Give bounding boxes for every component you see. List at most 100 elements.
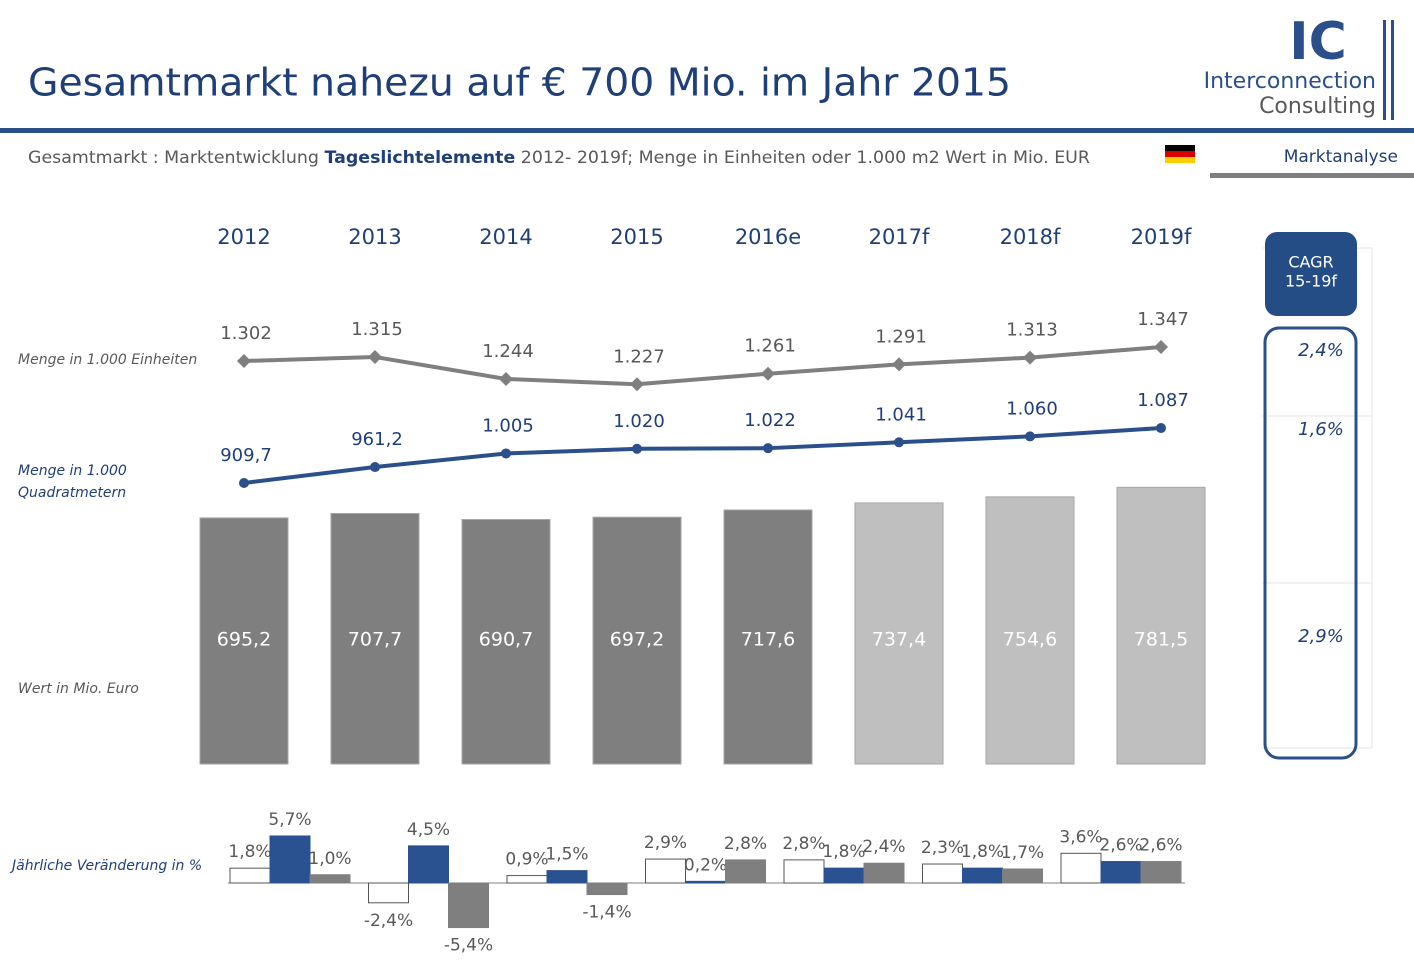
change-bar: [685, 880, 726, 884]
cagr-title: 15-19f: [1285, 272, 1337, 291]
cagr-value: 2,9%: [1298, 626, 1344, 647]
bar-label: 737,4: [872, 629, 926, 651]
year-label: 2012: [217, 225, 270, 249]
series-label: Menge in 1.000 Einheiten: [18, 352, 197, 368]
change-label: -5,4%: [444, 936, 493, 956]
logo-bar: [1383, 20, 1386, 120]
data-label: 961,2: [351, 429, 403, 450]
change-bar: [962, 867, 1003, 884]
change-label: 2,8%: [724, 834, 767, 854]
series-line: [243, 426, 1162, 485]
marker: [630, 377, 644, 392]
bar: [592, 516, 682, 765]
bar-label: 690,7: [479, 629, 533, 651]
data-label: 1.291: [875, 326, 927, 347]
change-label: 2,6%: [1139, 836, 1182, 856]
year-label: 2014: [479, 225, 532, 249]
marker: [761, 366, 775, 381]
subtitle-part: 2012- 2019f; Menge in Einheiten oder 1.0…: [515, 148, 1090, 168]
change-label: 1,8%: [822, 842, 865, 862]
change-label: 3,6%: [1059, 827, 1102, 847]
change-label: 4,5%: [407, 820, 450, 840]
change-label: 2,4%: [862, 837, 905, 857]
slide-title: Gesamtmarkt nahezu auf € 700 Mio. im Jah…: [28, 61, 1011, 105]
bar: [985, 496, 1075, 765]
change-label: 1,5%: [545, 845, 588, 865]
data-label: 1.347: [1137, 309, 1189, 330]
data-label: 1.227: [613, 346, 665, 367]
change-bar: [1002, 868, 1043, 884]
change-label: 0,9%: [505, 850, 548, 870]
marker: [892, 357, 906, 372]
change-bar: [408, 845, 449, 884]
bar: [854, 502, 944, 765]
year-label: 2015: [610, 225, 663, 249]
change-bar: [269, 835, 311, 884]
bar: [723, 509, 813, 765]
logo-text: Interconnection: [1204, 69, 1376, 94]
series-label: Wert in Mio. Euro: [18, 681, 139, 697]
data-label: 1.087: [1137, 390, 1189, 411]
flag-stripe: [1165, 157, 1195, 163]
marker: [894, 437, 904, 448]
data-label: 1.041: [875, 404, 927, 425]
year-label: 2017f: [869, 225, 930, 249]
bar: [199, 517, 289, 765]
logo-text: Consulting: [1259, 94, 1376, 119]
flag-stripe: [1165, 145, 1195, 151]
cagr-value: 2,4%: [1298, 340, 1344, 361]
marker: [763, 443, 773, 454]
change-label: 2,3%: [921, 838, 964, 858]
series-line: [243, 345, 1162, 387]
year-label: 2013: [348, 225, 401, 249]
cagr-title: CAGR: [1288, 253, 1333, 272]
change-bar: [368, 882, 409, 904]
change-bar: [1140, 861, 1182, 884]
data-label: 909,7: [220, 445, 272, 466]
change-bar: [586, 882, 628, 896]
change-label: 5,7%: [268, 810, 311, 830]
bar-label: 781,5: [1134, 629, 1188, 651]
marker: [239, 478, 249, 488]
marker: [368, 349, 382, 364]
section-rule: [1210, 173, 1414, 178]
marker: [370, 462, 380, 473]
data-label: 1.020: [613, 411, 665, 432]
subtitle-part: Gesamtmarkt : Marktentwicklung: [28, 148, 325, 168]
change-label: -2,4%: [364, 911, 413, 931]
logo-mark: IC: [1289, 12, 1347, 72]
bar: [461, 518, 551, 765]
cagr-value: 1,6%: [1298, 419, 1344, 440]
change-label: 1,7%: [1001, 843, 1044, 863]
flag-stripe: [1165, 151, 1195, 157]
bar-label: 697,2: [610, 629, 664, 651]
cagr-box: [1263, 326, 1358, 760]
marker: [1025, 431, 1035, 442]
bar-label: 717,6: [741, 629, 795, 651]
data-label: 1.302: [220, 323, 272, 344]
change-bar: [309, 874, 351, 884]
marker: [1154, 340, 1168, 355]
data-label: 1.313: [1006, 320, 1058, 341]
change-label: 1,8%: [961, 842, 1004, 862]
change-bar: [229, 867, 271, 884]
section-label: Marktanalyse: [1284, 147, 1398, 167]
change-bar: [783, 859, 825, 884]
change-label: 1,0%: [308, 849, 351, 869]
bar-label: 695,2: [217, 629, 271, 651]
data-label: 1.060: [1006, 398, 1058, 419]
marker: [1023, 350, 1037, 365]
marker: [499, 371, 513, 386]
series-label-line: Quadratmetern: [18, 485, 126, 501]
marker: [237, 354, 251, 368]
bar-label: 707,7: [348, 629, 402, 651]
marker: [632, 443, 642, 454]
change-bar: [546, 870, 588, 884]
change-label: 2,9%: [644, 833, 687, 853]
subtitle-highlight: Tageslichtelemente: [325, 148, 516, 168]
change-bar: [1060, 852, 1102, 884]
data-label: 1.005: [482, 415, 534, 436]
year-label: 2016e: [735, 225, 801, 249]
change-bar: [645, 858, 686, 884]
